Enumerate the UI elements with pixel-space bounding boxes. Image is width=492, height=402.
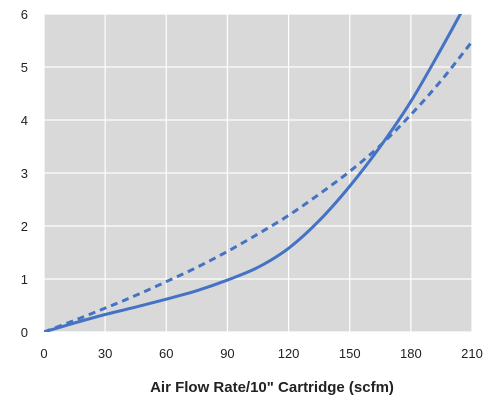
y-tick-label: 6: [21, 7, 28, 22]
x-tick-label: 90: [220, 346, 234, 361]
y-tick-label: 2: [21, 219, 28, 234]
x-tick-label: 210: [461, 346, 483, 361]
series-line-solid: [44, 14, 463, 332]
y-tick-label: 4: [21, 113, 28, 128]
y-tick-label: 5: [21, 60, 28, 75]
x-tick-label: 30: [98, 346, 112, 361]
y-tick-label: 3: [21, 166, 28, 181]
y-tick-label: 0: [21, 325, 28, 340]
x-tick-label: 150: [339, 346, 361, 361]
tick-labels: 0 30 60 90 120 150 180 210 0 1 2 3 4 5 6: [21, 7, 483, 361]
y-tick-label: 1: [21, 272, 28, 287]
x-tick-label: 120: [278, 346, 300, 361]
x-axis-title: Air Flow Rate/10" Cartridge (scfm): [150, 379, 394, 396]
gridlines: [43, 13, 473, 333]
series-line-dashed: [44, 40, 472, 332]
x-tick-label: 180: [400, 346, 422, 361]
x-tick-label: 60: [159, 346, 173, 361]
x-tick-label: 0: [40, 346, 47, 361]
series-layer: [44, 14, 472, 332]
